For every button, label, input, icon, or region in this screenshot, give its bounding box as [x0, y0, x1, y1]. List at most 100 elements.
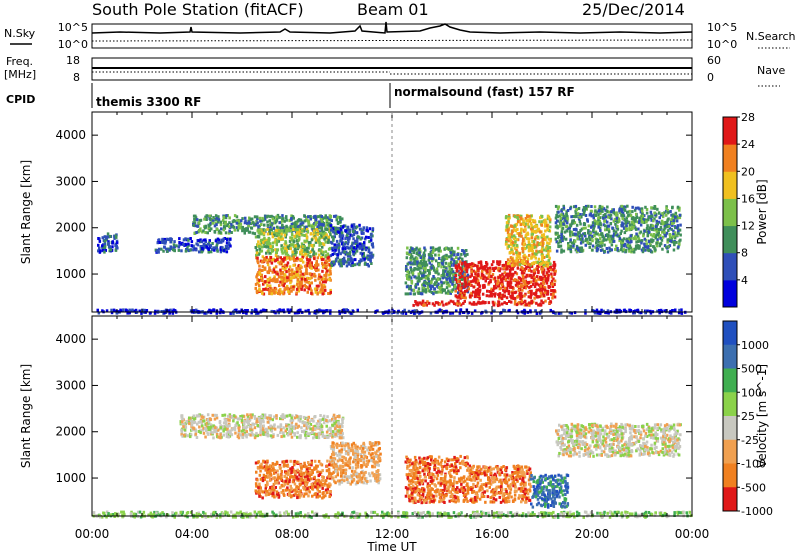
colorbar-tick-label: 28 — [741, 111, 755, 124]
echo-cell — [270, 287, 273, 291]
echo-cell — [339, 224, 343, 228]
echo-cell — [112, 308, 116, 312]
echo-cell — [538, 249, 542, 253]
echo-cell — [205, 214, 208, 218]
echo-cell — [173, 240, 176, 244]
echo-cell — [589, 231, 592, 235]
echo-cell — [516, 238, 520, 242]
echo-cell — [515, 238, 519, 241]
echo-cell — [294, 251, 297, 255]
echo-cell — [542, 270, 545, 274]
echo-cell — [319, 222, 322, 226]
echo-cell — [460, 295, 464, 299]
echo-cell — [514, 283, 518, 287]
echo-cell — [128, 308, 131, 312]
echo-cell — [636, 235, 640, 239]
echo-cell — [446, 277, 449, 281]
echo-cell — [215, 433, 219, 436]
echo-cell — [219, 223, 223, 227]
echo-cell — [340, 239, 343, 243]
echo-cell — [598, 204, 602, 208]
echo-cell — [298, 258, 302, 262]
echo-cell — [577, 248, 580, 252]
echo-cell — [322, 234, 326, 238]
echo-region-2 — [154, 237, 232, 254]
echo-cell — [455, 268, 459, 272]
echo-cell — [416, 280, 420, 284]
echo-cell — [424, 270, 427, 274]
echo-cell — [365, 226, 369, 230]
echo-cell — [298, 280, 301, 284]
echo-cell — [168, 248, 171, 252]
echo-cell — [562, 206, 566, 210]
echo-cell — [275, 416, 278, 420]
echo-cell — [644, 311, 647, 315]
echo-cell — [506, 258, 510, 262]
echo-cell — [255, 308, 258, 312]
echo-cell — [458, 311, 462, 315]
echo-cell — [629, 246, 633, 250]
echo-cell — [655, 230, 659, 234]
echo-cell — [524, 282, 527, 286]
echo-cell — [199, 245, 202, 248]
echo-cell — [441, 281, 444, 285]
echo-cell — [449, 249, 452, 253]
echo-cell — [602, 207, 606, 211]
echo-cell — [559, 244, 563, 248]
echo-cell — [422, 271, 425, 275]
echo-cell — [570, 230, 574, 234]
cpid-label: CPID — [6, 93, 35, 106]
echo-cell — [168, 311, 172, 315]
echo-cell — [558, 224, 561, 228]
echo-cell — [441, 262, 444, 266]
echo-cell — [237, 219, 241, 223]
echo-cell — [597, 223, 600, 227]
echo-cell — [539, 276, 542, 280]
echo-cell — [309, 215, 312, 218]
echo-cell — [274, 254, 278, 257]
echo-cell — [603, 219, 606, 223]
echo-cell — [476, 290, 480, 294]
nsearch-trace — [91, 39, 693, 42]
echo-cell — [324, 259, 328, 263]
cpid-row: CPID themis 3300 RF normalsound (fast) 1… — [6, 83, 575, 109]
echo-cell — [219, 248, 222, 252]
echo-cell — [508, 274, 511, 277]
echo-cell — [422, 283, 426, 287]
echo-cell — [553, 266, 556, 270]
colorbar-swatch — [723, 279, 737, 308]
echo-cell — [304, 277, 307, 281]
echo-cell — [460, 275, 464, 278]
echo-cell — [203, 226, 207, 230]
echo-cell — [213, 224, 217, 228]
echo-cell — [154, 248, 158, 252]
echo-cell — [337, 246, 340, 250]
echo-cell — [552, 294, 555, 298]
echo-cell — [293, 311, 297, 315]
echo-cell — [634, 235, 637, 239]
echo-cell — [267, 249, 270, 253]
echo-cell — [417, 291, 420, 295]
echo-cell — [363, 262, 367, 266]
echo-cell — [643, 245, 647, 249]
echo-cell — [309, 232, 313, 236]
echo-cell — [609, 234, 613, 238]
echo-cell — [413, 275, 416, 279]
colorbar-tick-label: 24 — [741, 138, 755, 151]
echo-cell — [338, 427, 342, 431]
echo-cell — [530, 269, 533, 273]
echo-cell — [526, 257, 530, 261]
echo-cell — [672, 235, 675, 239]
echo-cell — [410, 281, 414, 285]
echo-cell — [459, 287, 462, 291]
echo-cell — [367, 250, 371, 254]
echo-cell — [101, 248, 105, 252]
echo-cell — [627, 247, 631, 251]
echo-cell — [277, 233, 281, 237]
echo-cell — [244, 219, 247, 223]
echo-cell — [433, 248, 437, 252]
echo-cell — [629, 234, 632, 238]
echo-cell — [321, 253, 325, 257]
echo-cell — [333, 252, 336, 256]
echo-cell — [549, 237, 552, 241]
